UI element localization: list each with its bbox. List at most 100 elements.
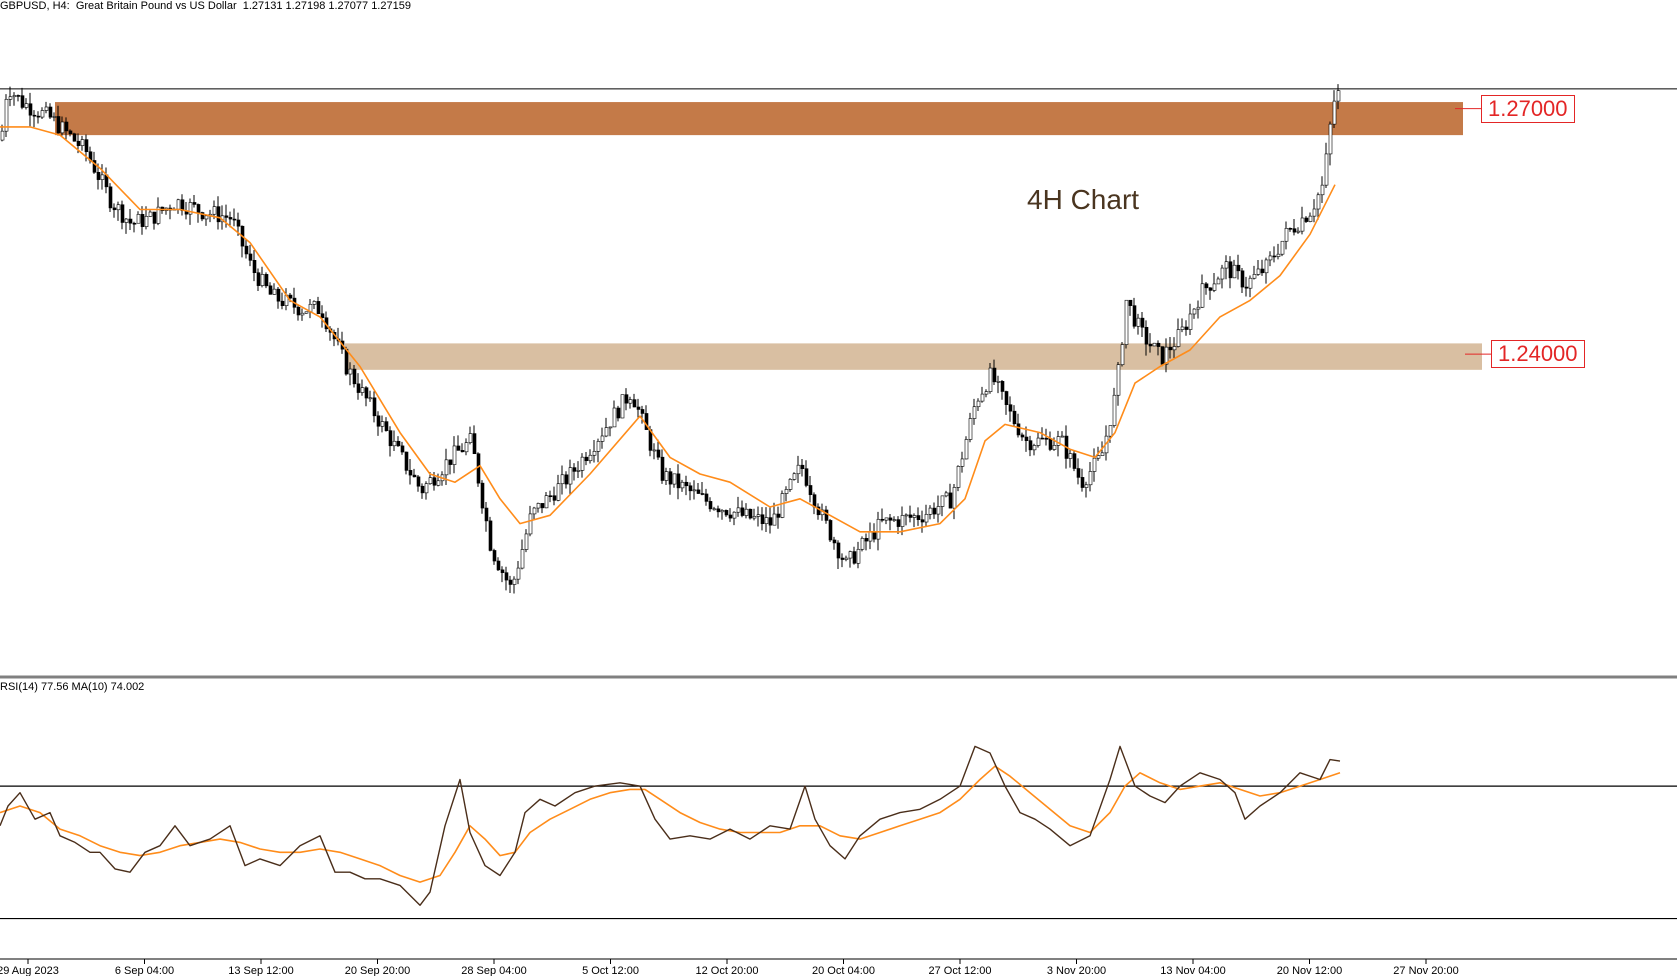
candle-body — [1188, 313, 1193, 330]
candle-body — [1072, 453, 1077, 469]
candle-body — [36, 115, 41, 118]
candle-body — [28, 103, 33, 116]
candle-body — [984, 391, 989, 395]
candle-body — [248, 253, 253, 261]
candle-body — [720, 510, 725, 513]
candle-body — [748, 508, 753, 519]
candle-body — [428, 477, 433, 485]
candle-body — [940, 495, 945, 507]
candle-body — [1128, 299, 1133, 306]
candle-body — [136, 214, 141, 224]
candle-body — [864, 538, 869, 542]
candle-body — [976, 400, 981, 408]
candle-body — [236, 219, 241, 227]
candle-body — [64, 121, 69, 132]
candle-body — [1268, 255, 1273, 261]
candle-body — [356, 383, 361, 393]
candle-body — [1304, 217, 1309, 222]
candle-body — [376, 415, 381, 427]
candle-body — [1332, 100, 1337, 125]
candle-body — [252, 260, 257, 274]
candle-body — [1192, 308, 1197, 315]
candle-body — [888, 517, 893, 521]
candle-body — [0, 130, 5, 141]
candle-body — [948, 492, 953, 509]
candle-body — [1180, 326, 1185, 330]
candle-body — [516, 567, 521, 580]
candle-body — [744, 508, 749, 516]
x-tick-label: 3 Nov 20:00 — [1047, 965, 1106, 976]
rsi-header: RSI(14) 77.56 MA(10) 74.002 — [0, 681, 145, 693]
x-tick-label: 13 Nov 04:00 — [1160, 965, 1225, 976]
candle-body — [628, 399, 633, 404]
candle-body — [52, 116, 57, 118]
candle-body — [80, 139, 85, 146]
candle-body — [968, 418, 973, 440]
candle-body — [1068, 453, 1073, 459]
candle-body — [688, 485, 693, 492]
candle-body — [416, 476, 421, 487]
candle-body — [60, 121, 65, 134]
candle-body — [128, 218, 133, 224]
candle-body — [412, 474, 417, 478]
candle-body — [1148, 343, 1153, 347]
candle-body — [316, 301, 321, 315]
candle-body — [1168, 346, 1173, 351]
candle-body — [956, 466, 961, 488]
candle-body — [816, 506, 821, 516]
candle-body — [972, 406, 977, 419]
candle-body — [84, 139, 89, 153]
candle-body — [472, 433, 477, 455]
candle-body — [696, 489, 701, 494]
candle-body — [232, 218, 237, 221]
zone-0 — [55, 102, 1463, 136]
candle-body — [12, 95, 17, 98]
candle-body — [504, 572, 509, 581]
candle-body — [260, 274, 265, 286]
candle-body — [676, 473, 681, 489]
candle-body — [392, 440, 397, 447]
candle-body — [512, 578, 517, 585]
x-axis-ticks: 29 Aug 2023 6 Sep 04:00 13 Sep 12:00 20 Sep… — [0, 959, 1459, 976]
candle-body — [476, 453, 481, 484]
candle-body — [892, 519, 897, 521]
candle-body — [580, 456, 585, 471]
candle-body — [1116, 364, 1121, 396]
candle-body — [1020, 434, 1025, 438]
candle-body — [836, 542, 841, 559]
candle-body — [1008, 404, 1013, 412]
candle-body — [784, 489, 789, 494]
candle-body — [1060, 435, 1065, 438]
candle-body — [828, 520, 833, 541]
candle-body — [1300, 217, 1305, 232]
candle-body — [480, 482, 485, 509]
candle-body — [540, 503, 545, 509]
candle-body — [144, 215, 149, 227]
x-tick-label: 20 Oct 04:00 — [812, 965, 875, 976]
rsi-panel — [0, 745, 1677, 920]
candle-body — [1092, 457, 1097, 472]
candle-body — [212, 206, 217, 215]
candle-body — [264, 274, 269, 287]
candle-body — [1040, 437, 1045, 440]
candle-body — [276, 288, 281, 302]
candle-body — [1012, 410, 1017, 425]
candle-body — [156, 206, 161, 224]
candle-body — [1284, 228, 1289, 242]
candles — [0, 84, 1341, 594]
candle-body — [484, 507, 489, 522]
candle-body — [1028, 440, 1033, 451]
candle-body — [884, 517, 889, 521]
candle-body — [572, 467, 577, 472]
candle-body — [704, 493, 709, 502]
candle-body — [1080, 477, 1085, 488]
candle-body — [848, 551, 853, 559]
candle-body — [1032, 445, 1037, 451]
candle-body — [352, 368, 357, 385]
level-label-lower: 1.24000 — [1491, 340, 1585, 369]
candle-body — [1124, 299, 1129, 345]
candle-body — [1056, 436, 1061, 446]
candle-body — [1252, 274, 1257, 279]
candle-body — [424, 483, 429, 494]
